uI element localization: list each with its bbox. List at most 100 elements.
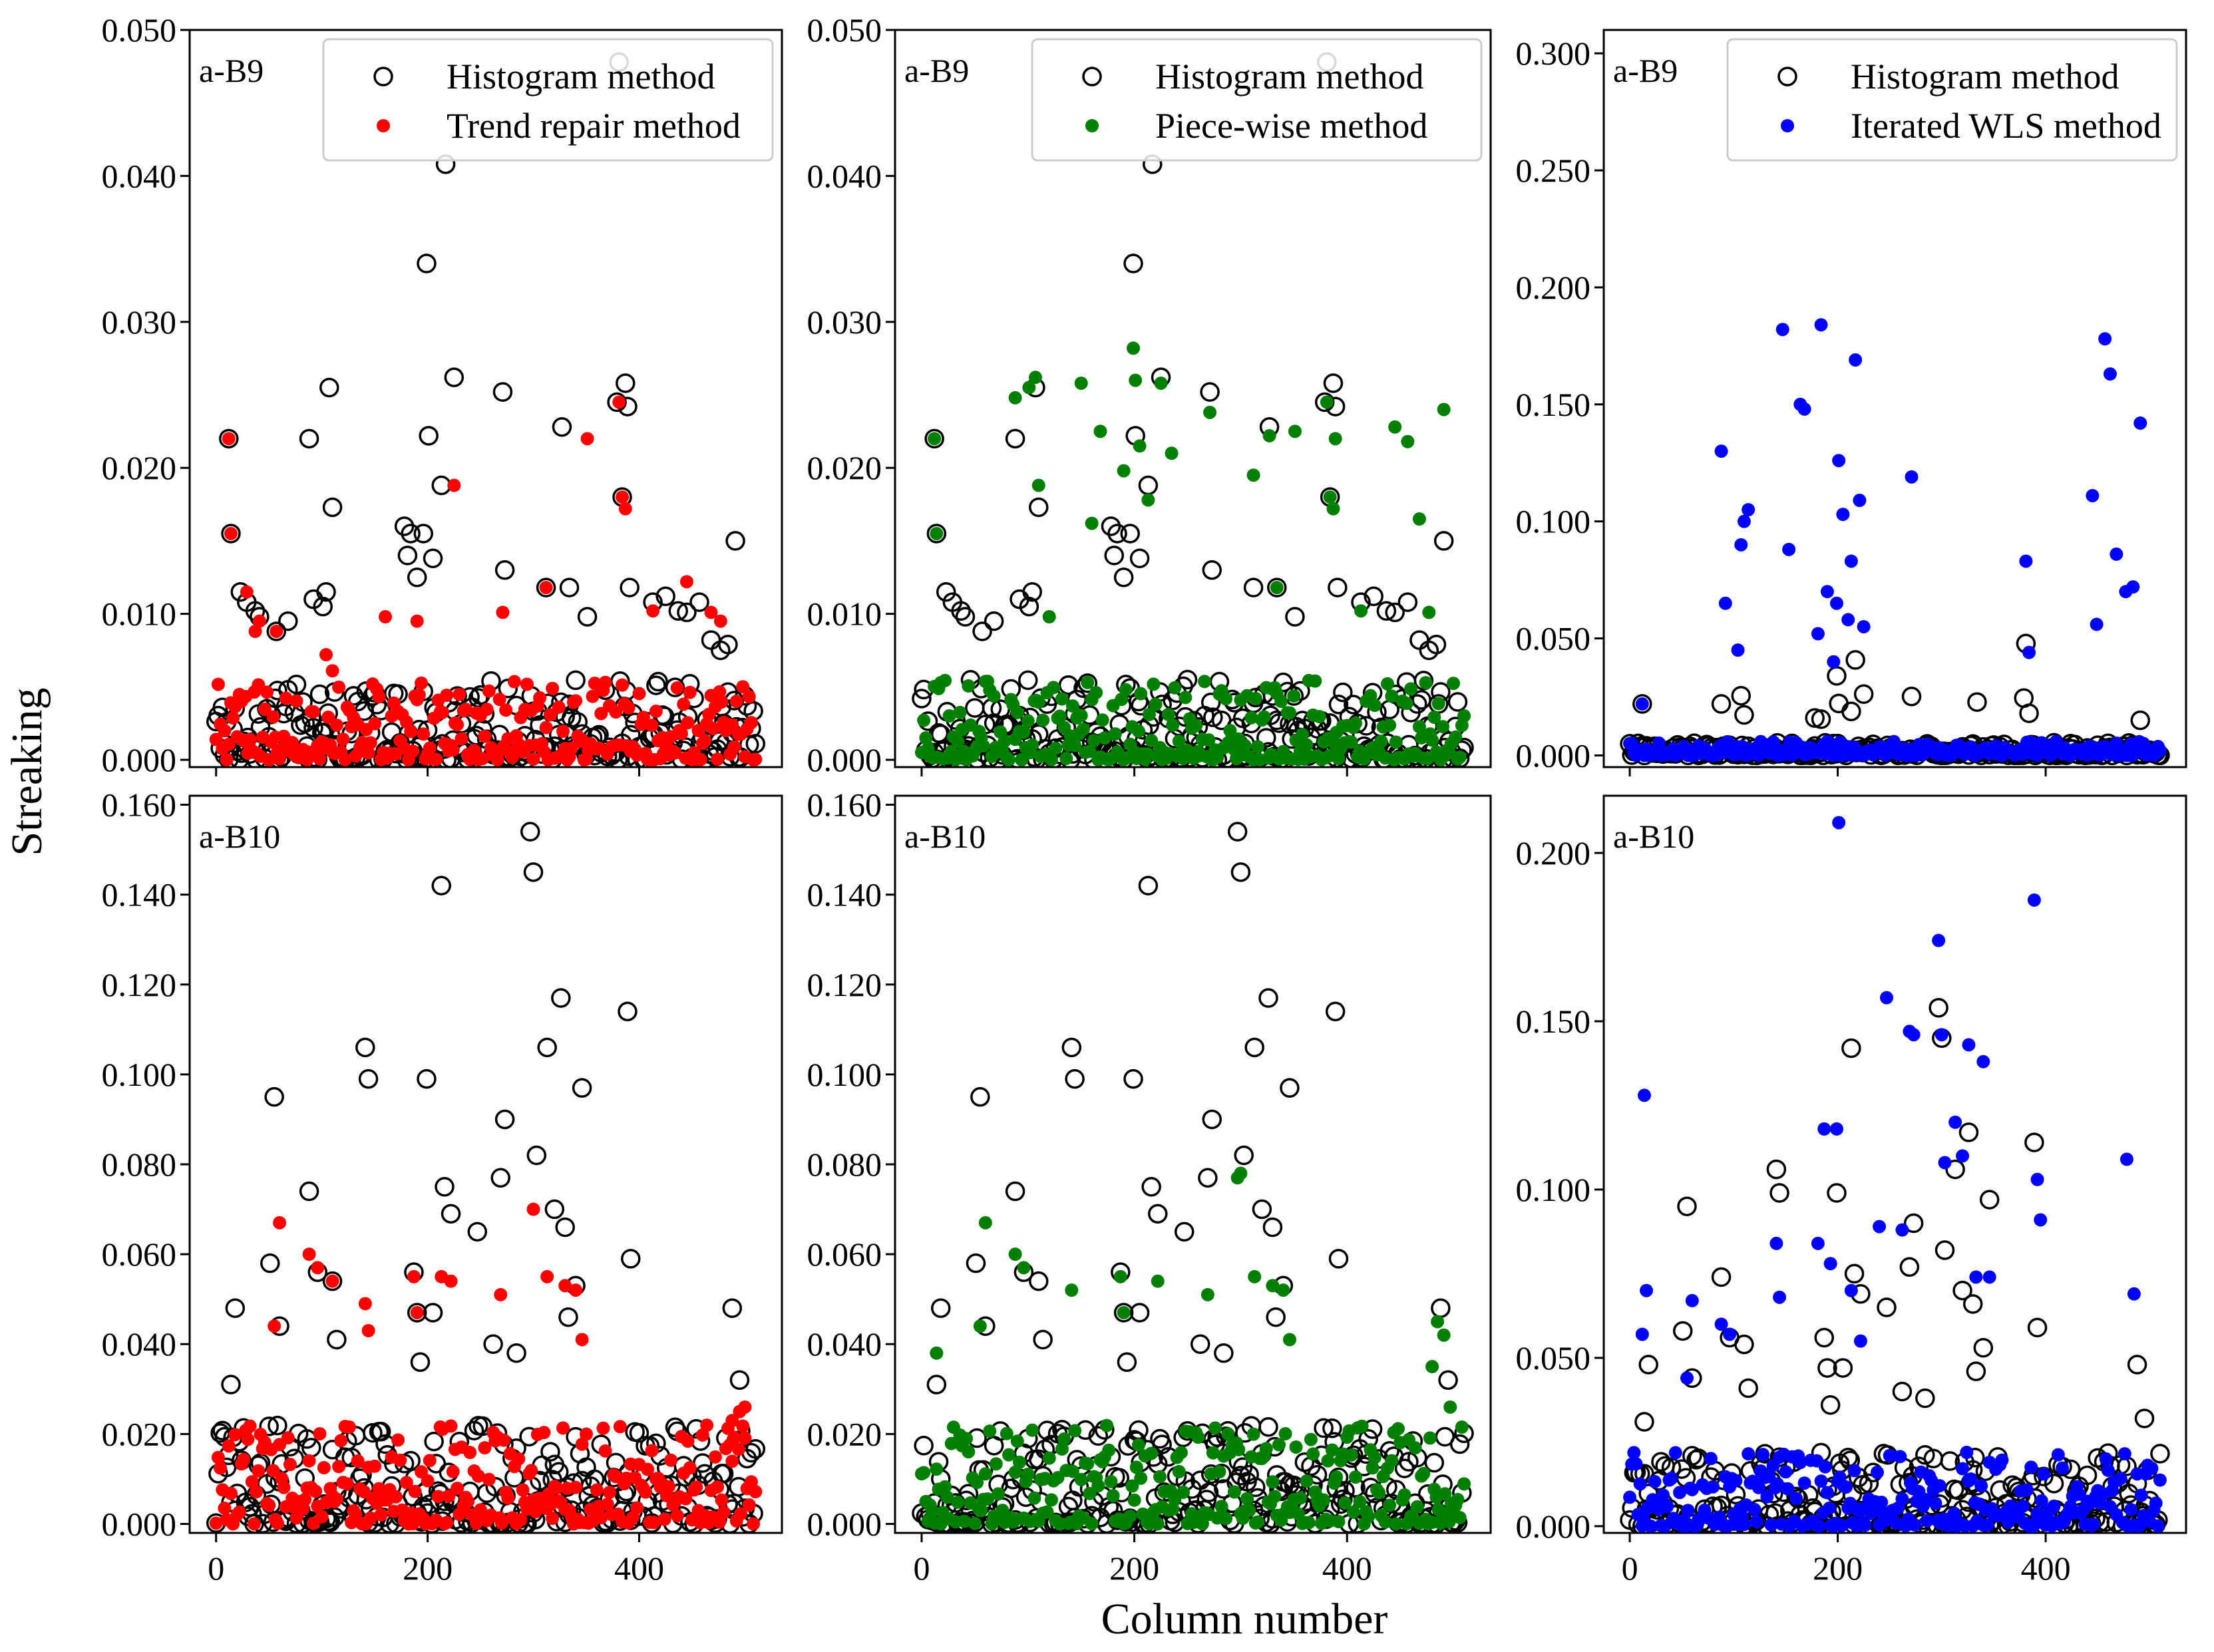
method-point [1723, 1327, 1737, 1341]
histogram-point [1766, 1159, 1787, 1180]
method-point [1451, 1492, 1465, 1506]
histogram-point [417, 253, 437, 273]
method-point [594, 707, 608, 721]
histogram-point [371, 1422, 391, 1442]
method-point [241, 1432, 255, 1446]
method-point [1964, 1472, 1978, 1486]
method-point [647, 1516, 661, 1530]
method-point [1423, 1431, 1437, 1445]
method-point [232, 1505, 246, 1519]
y-tick-label: 0.020 [102, 1415, 177, 1452]
method-point [1022, 381, 1036, 395]
histogram-point [1827, 666, 1847, 686]
method-point [1368, 1450, 1382, 1464]
method-point [1134, 1471, 1148, 1485]
method-point [1629, 1457, 1643, 1471]
method-point [1929, 1496, 1942, 1510]
method-point [1378, 1515, 1392, 1529]
histogram-point [2019, 703, 2039, 723]
method-point [1731, 643, 1745, 657]
histogram-point [1431, 1298, 1451, 1318]
method-point [240, 585, 254, 599]
histogram-point [1940, 1451, 1960, 1471]
histogram-point [1966, 1361, 1986, 1381]
y-tick-label: 0.040 [102, 1325, 177, 1363]
method-point [683, 1461, 697, 1475]
method-point [302, 1247, 316, 1261]
method-point [317, 1461, 331, 1475]
y-tick-label: 0.120 [807, 966, 882, 1003]
method-point [1134, 687, 1148, 701]
histogram-point [1376, 601, 1397, 621]
method-point [211, 1450, 225, 1464]
histogram-point [1827, 1183, 1847, 1203]
method-point [1385, 1454, 1399, 1468]
method-point [1756, 1448, 1770, 1462]
histogram-point [1129, 548, 1150, 568]
method-point [2149, 1496, 2163, 1510]
method-point [226, 711, 240, 725]
method-point [1389, 735, 1403, 749]
method-point [1962, 1038, 1976, 1052]
method-point [1232, 1442, 1246, 1456]
method-point [1982, 1270, 1996, 1284]
method-point [1447, 677, 1461, 691]
method-point [992, 1487, 1006, 1501]
method-point [1401, 434, 1415, 448]
method-point [1246, 1427, 1260, 1441]
method-point [1956, 1462, 1970, 1476]
method-point [1412, 512, 1426, 526]
method-point [1131, 724, 1145, 738]
y-tick-label: 0.020 [807, 449, 882, 486]
method-point [336, 733, 350, 746]
histogram-point [551, 988, 571, 1008]
panel-label: a-B9 [904, 52, 969, 89]
y-tick-label: 0.040 [807, 1325, 882, 1363]
method-point [1191, 1430, 1205, 1444]
method-point [494, 1287, 508, 1301]
method-point [1083, 744, 1097, 758]
method-point [598, 675, 612, 689]
histogram-point [1328, 1249, 1349, 1269]
method-point [243, 733, 257, 746]
method-point [2022, 645, 2036, 659]
method-point [1383, 719, 1397, 733]
method-point [1300, 738, 1314, 752]
histogram-point [322, 1271, 343, 1291]
method-point [2126, 580, 2140, 594]
method-point [361, 746, 375, 760]
histogram-point [1328, 578, 1348, 597]
histogram-point [951, 601, 971, 621]
histogram-point [1838, 1447, 1858, 1468]
histogram-point [1113, 1303, 1134, 1323]
method-point [1449, 730, 1463, 744]
histogram-point [278, 611, 298, 631]
histogram-point [2130, 710, 2150, 731]
histogram-point [1731, 685, 1751, 706]
method-point [1234, 1166, 1248, 1180]
method-point [444, 1274, 458, 1288]
histogram-point [984, 611, 1004, 631]
method-point [1198, 675, 1212, 689]
method-point [1814, 1474, 1828, 1488]
method-point [1306, 1447, 1320, 1461]
method-point [594, 1511, 608, 1525]
method-point [1920, 1514, 1934, 1528]
method-point [463, 1446, 477, 1460]
histogram-point [494, 560, 515, 580]
method-point [1704, 1452, 1718, 1466]
histogram-point [1711, 1267, 1732, 1287]
method-point [1635, 1327, 1649, 1341]
histogram-point [1088, 1426, 1109, 1446]
method-point [1100, 1418, 1114, 1432]
method-point [1166, 718, 1180, 732]
method-point [949, 752, 963, 766]
histogram-point [299, 1181, 319, 1202]
method-point [315, 1510, 329, 1524]
method-point [476, 752, 490, 766]
histogram-point [435, 1177, 455, 1197]
method-point [683, 685, 697, 699]
histogram-point [1058, 675, 1079, 695]
y-tick-label: 0.100 [1516, 503, 1591, 540]
histogram-point [1246, 1477, 1266, 1498]
